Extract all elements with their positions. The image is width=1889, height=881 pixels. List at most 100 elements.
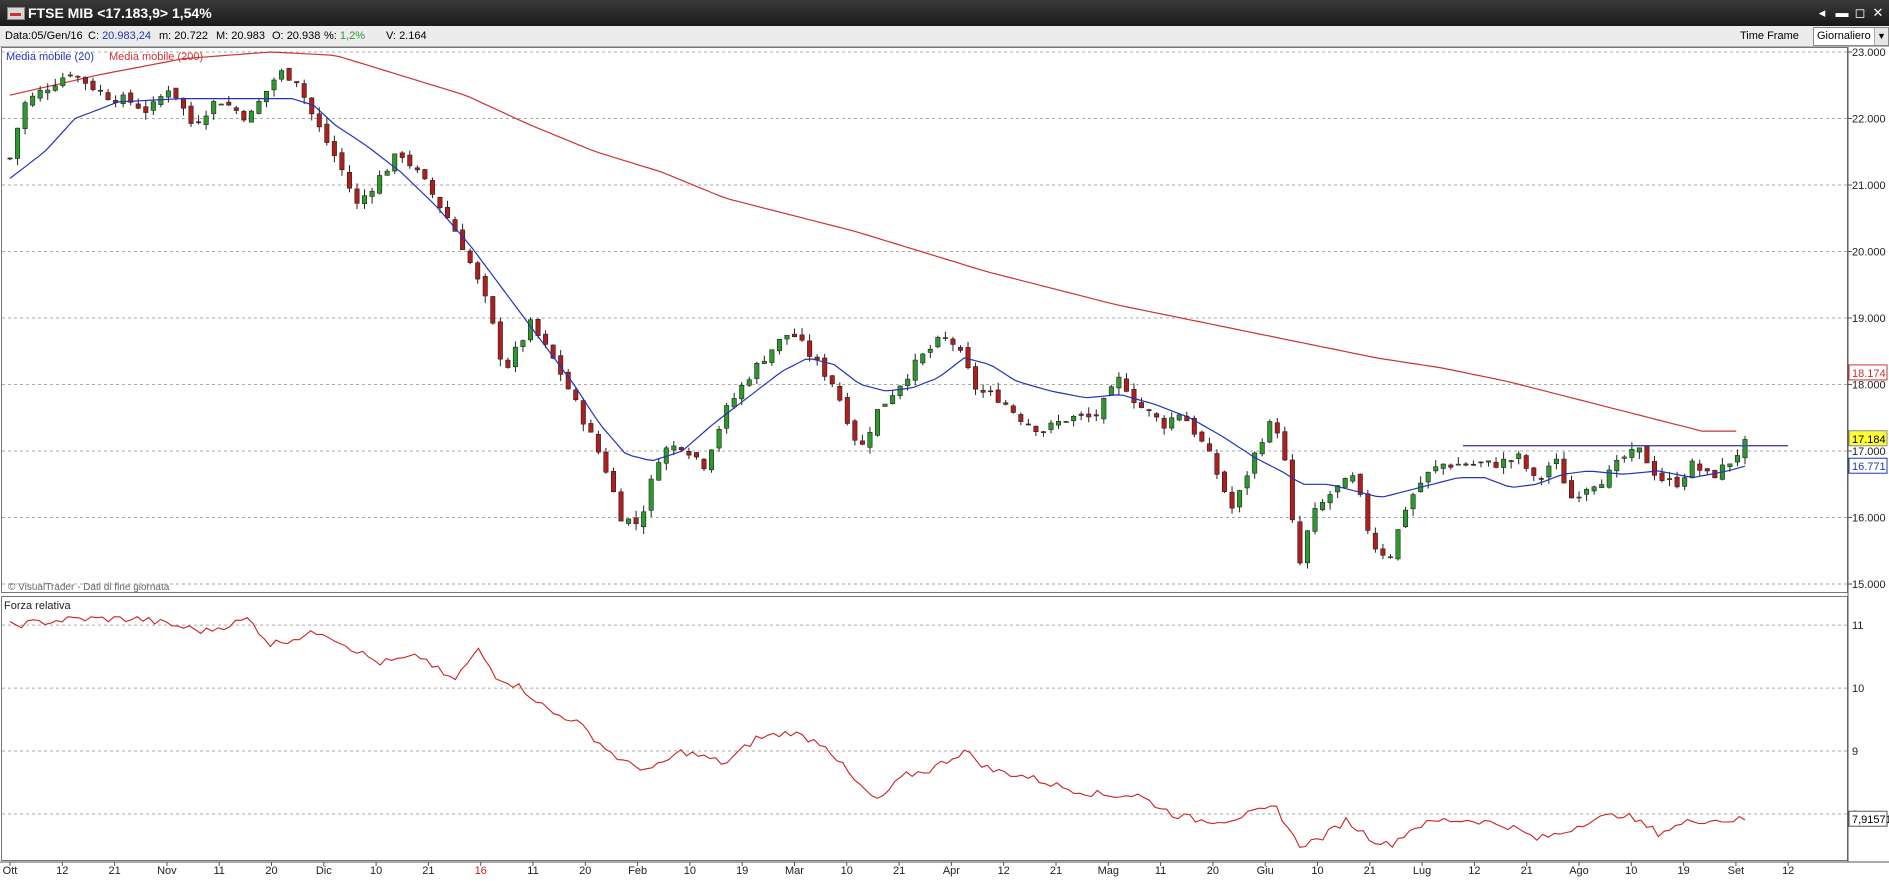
candle-body — [897, 385, 903, 396]
candle-body — [82, 76, 88, 84]
candle — [897, 385, 903, 400]
candle — [648, 474, 654, 517]
candle — [248, 109, 254, 123]
minimize-button[interactable]: ▬ — [1835, 5, 1849, 20]
volume-value: 2.164 — [399, 30, 427, 42]
candle — [588, 419, 594, 433]
candle-body — [1169, 417, 1175, 429]
candle-body — [1576, 496, 1582, 499]
open-label: O: — [272, 30, 284, 42]
candle-body — [912, 359, 918, 381]
candle-body — [286, 68, 292, 81]
low-label: m: — [159, 30, 172, 42]
candle — [286, 67, 292, 81]
x-tick-label: Dic — [316, 865, 332, 877]
candle-body — [7, 157, 13, 160]
candle-body — [90, 80, 96, 90]
candle — [1689, 458, 1695, 479]
candle-body — [942, 337, 948, 339]
title-bar[interactable]: FTSE MIB <17.183,9> 1,54% ◂ ▬ ◻ ✕ — [0, 0, 1889, 26]
candle — [324, 117, 330, 146]
candle-body — [1433, 466, 1439, 472]
restore-left-icon[interactable]: ◂ — [1818, 5, 1826, 20]
close-value: 20.983,24 — [102, 30, 151, 42]
candle-body — [543, 333, 549, 345]
candle — [671, 440, 677, 456]
candle-body — [716, 428, 722, 449]
candle — [7, 157, 13, 161]
candle — [618, 488, 624, 522]
x-tick-label: 10 — [684, 865, 696, 877]
candle — [1651, 455, 1657, 481]
date-value: 05/Gen/16 — [31, 30, 83, 42]
candle — [1312, 502, 1318, 535]
candle — [1003, 400, 1009, 406]
candle — [859, 434, 865, 446]
candle — [520, 339, 526, 352]
candle — [52, 78, 58, 92]
candle-body — [1486, 460, 1492, 463]
candle-body — [279, 70, 285, 80]
candle — [874, 409, 880, 437]
volume-readout: V: 2.164 — [386, 30, 427, 42]
candle — [686, 447, 692, 460]
candle-body — [1651, 461, 1657, 476]
candle-body — [1154, 413, 1160, 418]
candle — [1659, 467, 1665, 483]
candle-body — [98, 89, 104, 92]
ma20-line — [9, 98, 1746, 498]
timeframe-select[interactable]: Giornaliero ▼ — [1813, 27, 1889, 46]
candle — [1508, 459, 1514, 469]
candle — [844, 392, 850, 426]
watermark: © VisualTrader - Dati di fine giornata — [8, 582, 170, 593]
candle — [1410, 492, 1416, 516]
candle — [1018, 412, 1024, 426]
candle-body — [1040, 431, 1046, 433]
candle-body — [1569, 480, 1575, 499]
candle-body — [150, 101, 156, 111]
candle-body — [957, 347, 963, 351]
candle — [1093, 409, 1099, 422]
candle-body — [165, 90, 171, 98]
candle-body — [1320, 502, 1326, 511]
candle — [769, 349, 775, 366]
candle — [1304, 530, 1310, 569]
candle — [512, 341, 518, 372]
candle — [1357, 473, 1363, 497]
candle — [1606, 465, 1612, 489]
candle-body — [784, 335, 790, 340]
candle-body — [1297, 521, 1303, 564]
candle — [1463, 462, 1469, 467]
candle — [482, 273, 488, 303]
candle-body — [1131, 389, 1137, 404]
candle-body — [671, 445, 677, 451]
candle-body — [1146, 409, 1152, 411]
x-tick-label: 20 — [579, 865, 591, 877]
candle-body — [1493, 461, 1499, 468]
open-readout: O: 20.938 — [272, 30, 320, 42]
candle-body — [475, 262, 481, 280]
candle-body — [30, 95, 36, 106]
candle-body — [135, 103, 141, 109]
candle-body — [1463, 463, 1469, 466]
candle-body — [558, 355, 564, 375]
candle-body — [1531, 467, 1537, 476]
candle — [784, 335, 790, 345]
maximize-button[interactable]: ◻ — [1854, 5, 1866, 20]
candle-body — [173, 87, 179, 99]
candle — [1455, 457, 1461, 466]
candle-body — [1403, 509, 1409, 528]
candle-body — [1629, 448, 1635, 458]
candle-body — [22, 102, 28, 129]
close-button[interactable]: ✕ — [1872, 5, 1884, 20]
candle — [256, 98, 262, 115]
candle — [1078, 411, 1084, 421]
candle — [754, 361, 760, 384]
candle — [558, 350, 564, 382]
candle — [1071, 414, 1077, 427]
candle — [1561, 451, 1567, 484]
candle-body — [482, 276, 488, 297]
candle-body — [739, 384, 745, 400]
candle — [497, 317, 503, 367]
